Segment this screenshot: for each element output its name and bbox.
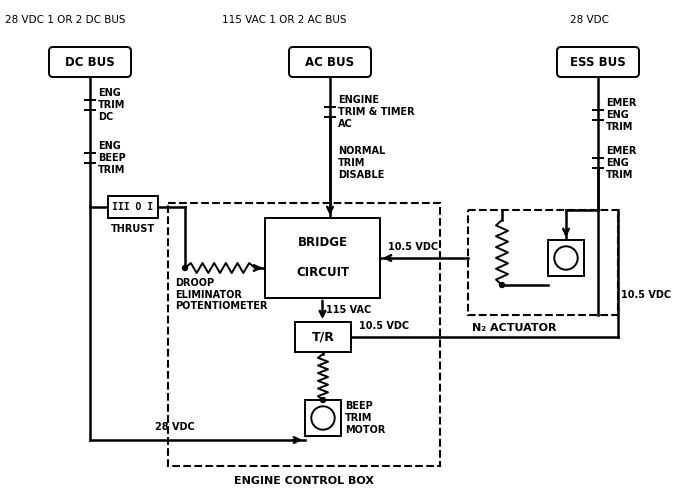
Text: 10.5 VDC: 10.5 VDC <box>388 242 438 252</box>
Text: 10.5 VDC: 10.5 VDC <box>621 290 671 300</box>
Text: EMER
ENG
TRIM: EMER ENG TRIM <box>606 98 636 131</box>
Text: NORMAL
TRIM
DISABLE: NORMAL TRIM DISABLE <box>338 146 385 180</box>
Text: ESS BUS: ESS BUS <box>570 56 626 68</box>
Text: N₂ ACTUATOR: N₂ ACTUATOR <box>472 323 556 333</box>
Text: 115 VAC: 115 VAC <box>326 305 372 315</box>
FancyBboxPatch shape <box>557 47 639 77</box>
FancyBboxPatch shape <box>289 47 371 77</box>
Text: 10.5 VDC: 10.5 VDC <box>359 321 409 331</box>
Text: ENGINE CONTROL BOX: ENGINE CONTROL BOX <box>234 476 374 486</box>
Text: AC BUS: AC BUS <box>305 56 355 68</box>
Bar <box>108 196 158 218</box>
Text: ENG
TRIM
DC: ENG TRIM DC <box>98 88 125 122</box>
Circle shape <box>321 397 326 402</box>
Bar <box>265 218 380 298</box>
Circle shape <box>312 406 335 430</box>
Text: T/R: T/R <box>312 330 335 344</box>
Circle shape <box>183 265 188 270</box>
Text: DROOP
ELIMINATOR
POTENTIOMETER: DROOP ELIMINATOR POTENTIOMETER <box>175 278 267 311</box>
Text: 28 VDC: 28 VDC <box>570 15 609 25</box>
Bar <box>305 400 341 436</box>
Text: BEEP
TRIM
MOTOR: BEEP TRIM MOTOR <box>345 401 386 434</box>
Bar <box>168 203 440 466</box>
Text: III O I: III O I <box>113 202 153 212</box>
Bar <box>295 322 351 352</box>
Circle shape <box>554 247 577 270</box>
Text: THRUST: THRUST <box>111 224 155 234</box>
Circle shape <box>500 283 505 288</box>
Text: BRIDGE

CIRCUIT: BRIDGE CIRCUIT <box>296 237 349 280</box>
Text: 115 VAC 1 OR 2 AC BUS: 115 VAC 1 OR 2 AC BUS <box>222 15 346 25</box>
Text: 28 VDC: 28 VDC <box>155 422 195 432</box>
Text: ENGINE
TRIM & TIMER
AC: ENGINE TRIM & TIMER AC <box>338 95 414 128</box>
Bar <box>468 210 618 315</box>
Bar <box>548 240 584 276</box>
Text: ENG
BEEP
TRIM: ENG BEEP TRIM <box>98 141 126 175</box>
Text: DC BUS: DC BUS <box>65 56 115 68</box>
FancyBboxPatch shape <box>49 47 131 77</box>
Text: EMER
ENG
TRIM: EMER ENG TRIM <box>606 146 636 180</box>
Text: 28 VDC 1 OR 2 DC BUS: 28 VDC 1 OR 2 DC BUS <box>5 15 125 25</box>
